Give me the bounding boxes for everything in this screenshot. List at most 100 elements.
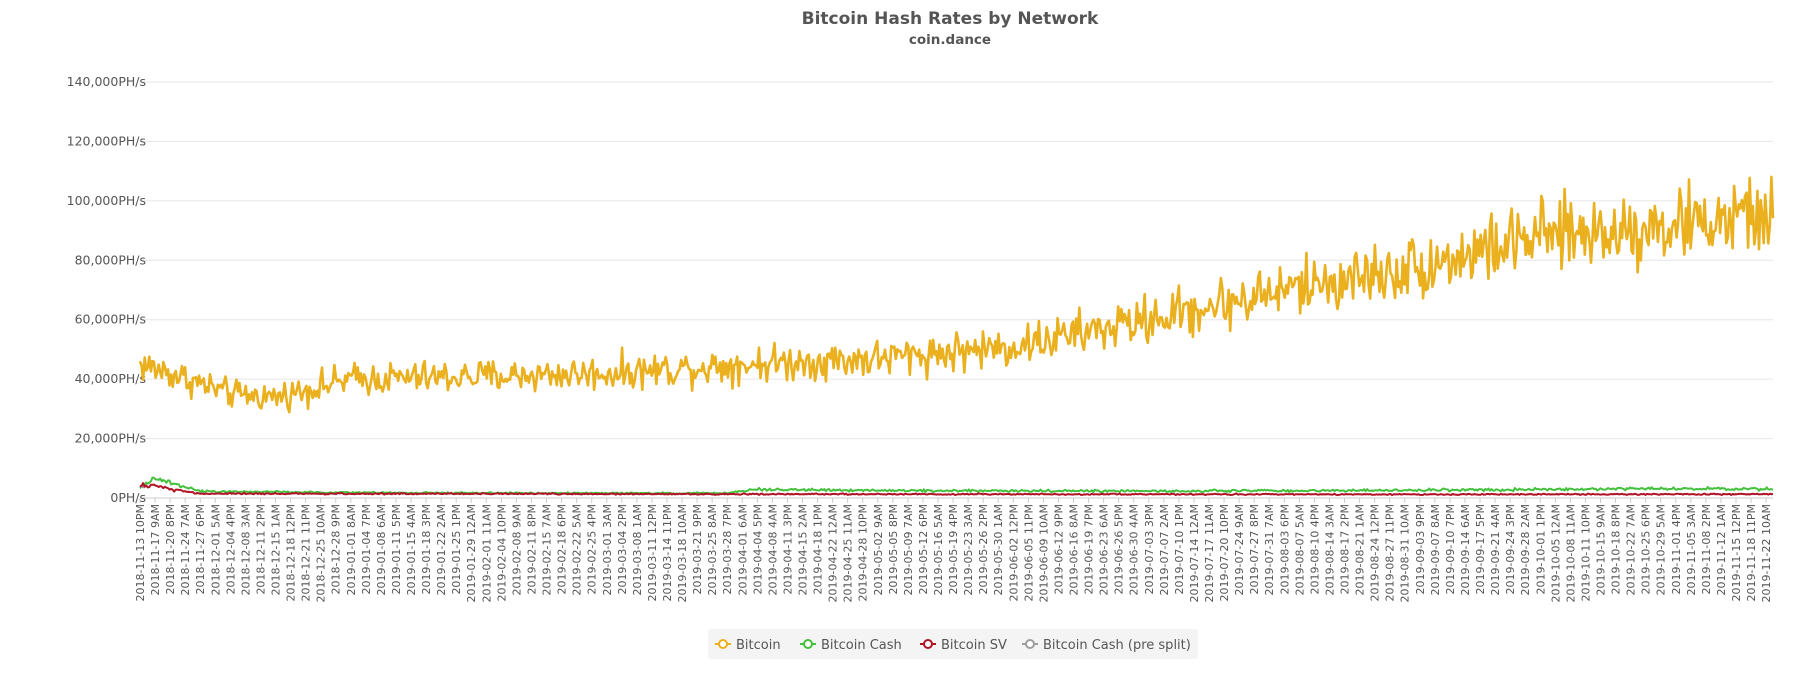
y-tick-label: 100,000PH/s [67, 193, 146, 208]
x-tick-label: 2019-10-08 11AM [1564, 504, 1577, 602]
x-tick-label: 2019-03-04 2PM [616, 504, 629, 595]
x-tick-label: 2019-09-10 7PM [1444, 504, 1457, 595]
x-tick-label: 2019-03-08 1AM [631, 504, 644, 595]
x-tick-label: 2019-08-10 4PM [1308, 504, 1321, 595]
x-tick-label: 2018-11-24 7AM [179, 504, 192, 595]
x-tick-label: 2019-07-14 12AM [1188, 504, 1201, 602]
x-tick-label: 2019-02-08 9AM [510, 504, 523, 595]
x-tick-label: 2019-02-15 7AM [541, 504, 554, 595]
x-tick-label: 2019-05-09 7AM [902, 504, 915, 595]
x-tick-label: 2019-10-18 8PM [1610, 504, 1623, 595]
x-tick-label: 2019-11-01 4PM [1670, 504, 1683, 595]
x-tick-label: 2019-04-08 4AM [766, 504, 779, 595]
y-tick-label: 20,000PH/s [75, 431, 146, 446]
x-tick-label: 2019-09-17 5PM [1474, 504, 1487, 595]
x-tick-label: 2018-12-21 11PM [300, 504, 313, 602]
x-tick-label: 2019-01-04 7PM [360, 504, 373, 595]
x-tick-label: 2019-08-14 3AM [1323, 504, 1336, 595]
x-tick-label: 2018-12-01 5AM [209, 504, 222, 595]
x-tick-label: 2019-06-05 11PM [1022, 504, 1035, 602]
x-tick-label: 2019-07-03 3PM [1143, 504, 1156, 595]
x-tick-label: 2019-09-24 3PM [1504, 504, 1517, 595]
x-tick-label: 2019-04-15 2AM [796, 504, 809, 595]
x-tick-label: 2018-12-28 9PM [330, 504, 343, 595]
x-tick-label: 2019-08-27 11PM [1384, 504, 1397, 602]
legend-marker-icon [718, 639, 728, 649]
x-tick-label: 2019-07-27 8PM [1248, 504, 1261, 595]
x-tick-label: 2019-11-22 10AM [1760, 504, 1773, 602]
x-tick-label: 2019-01-15 4AM [405, 504, 418, 595]
x-tick-label: 2019-01-22 2AM [435, 504, 448, 595]
x-tick-label: 2019-05-12 6PM [917, 504, 930, 595]
x-tick-label: 2018-12-18 12PM [285, 504, 298, 602]
x-tick-label: 2019-06-30 4AM [1128, 504, 1141, 595]
x-tick-label: 2019-01-25 1PM [450, 504, 463, 595]
y-tick-label: 80,000PH/s [75, 252, 146, 267]
x-tick-label: 2019-10-05 12AM [1549, 504, 1562, 602]
x-tick-label: 2019-03-01 3AM [601, 504, 614, 595]
x-tick-label: 2019-02-18 6PM [556, 504, 569, 595]
x-tick-label: 2019-02-22 5AM [571, 504, 584, 595]
x-tick-label: 2019-11-18 11PM [1745, 504, 1758, 602]
x-tick-label: 2019-05-05 8PM [887, 504, 900, 595]
legend-marker-icon [803, 639, 813, 649]
x-tick-label: 2019-07-17 11AM [1203, 504, 1216, 602]
x-tick-label: 2019-07-07 2AM [1158, 504, 1171, 595]
x-tick-label: 2019-04-25 11AM [842, 504, 855, 602]
x-tick-label: 2019-11-05 3AM [1685, 504, 1698, 595]
x-tick-label: 2019-10-01 1PM [1534, 504, 1547, 595]
x-tick-label: 2019-09-28 2AM [1519, 504, 1532, 595]
x-tick-label: 2019-07-24 9AM [1233, 504, 1246, 595]
y-tick-label: 0PH/s [110, 490, 146, 505]
x-tick-label: 2019-10-29 5AM [1655, 504, 1668, 595]
series-line-bitcoin-cash [139, 476, 1774, 496]
legend[interactable]: Bitcoin Bitcoin Cash Bitcoin SV Bitcoin Cas… [708, 629, 1198, 659]
x-tick-label: 2019-08-17 2PM [1339, 504, 1352, 595]
x-tick-label: 2019-01-11 5PM [390, 504, 403, 595]
x-tick-label: 2019-01-29 12AM [465, 504, 478, 602]
x-axis: 2018-11-13 10PM 2018-11-17 9AM 2018-11-20 … [134, 498, 1773, 602]
x-tick-label: 2019-08-24 12PM [1369, 504, 1382, 602]
x-tick-label: 2019-11-15 12PM [1730, 504, 1743, 602]
x-tick-label: 2019-04-04 5PM [751, 504, 764, 595]
legend-item[interactable]: Bitcoin Cash (pre split) [1022, 638, 1191, 653]
x-tick-label: 2018-11-27 6PM [194, 504, 207, 595]
legend-marker-icon [923, 639, 933, 649]
y-axis: 0PH/s 20,000PH/s 40,000PH/s 60,000PH/s 80,00… [67, 74, 146, 505]
legend-item[interactable]: Bitcoin [715, 638, 781, 653]
x-tick-label: 2019-05-16 5AM [932, 504, 945, 595]
chart-title: Bitcoin Hash Rates by Network [802, 9, 1099, 29]
legend-label: Bitcoin SV [941, 638, 1007, 653]
x-tick-label: 2019-06-26 5PM [1113, 504, 1126, 595]
x-tick-label: 2019-09-21 4AM [1489, 504, 1502, 595]
legend-item[interactable]: Bitcoin Cash [800, 638, 902, 653]
x-tick-label: 2018-11-13 10PM [134, 504, 147, 602]
x-tick-label: 2019-03-25 8AM [706, 504, 719, 595]
x-tick-label: 2019-10-22 7AM [1625, 504, 1638, 595]
plot-area [138, 175, 1775, 497]
x-tick-label: 2019-06-09 10AM [1037, 504, 1050, 602]
x-tick-label: 2019-04-01 6AM [736, 504, 749, 595]
x-tick-label: 2018-12-11 2PM [254, 504, 267, 595]
y-tick-label: 60,000PH/s [75, 312, 146, 327]
x-tick-label: 2018-11-20 8PM [164, 504, 177, 595]
x-tick-label: 2019-08-07 5AM [1293, 504, 1306, 595]
x-tick-label: 2019-05-26 2PM [977, 504, 990, 595]
legend-item[interactable]: Bitcoin SV [920, 638, 1007, 653]
x-tick-label: 2019-09-14 6AM [1459, 504, 1472, 595]
x-tick-label: 2018-12-25 10AM [315, 504, 328, 602]
x-tick-label: 2019-10-25 6PM [1640, 504, 1653, 595]
x-tick-label: 2019-05-19 4PM [947, 504, 960, 595]
x-tick-label: 2019-07-20 10PM [1218, 504, 1231, 602]
x-tick-label: 2019-02-01 11AM [480, 504, 493, 602]
grid-lines [140, 81, 1773, 499]
x-tick-label: 2018-12-15 1AM [270, 504, 283, 595]
x-tick-label: 2019-04-28 10PM [857, 504, 870, 602]
x-tick-label: 2019-07-10 1PM [1173, 504, 1186, 595]
x-tick-label: 2019-05-02 9AM [872, 504, 885, 595]
x-tick-label: 2019-06-23 6AM [1098, 504, 1111, 595]
x-tick-label: 2019-05-30 1AM [992, 504, 1005, 595]
legend-box [708, 629, 1198, 659]
x-tick-label: 2018-12-04 4PM [224, 504, 237, 595]
x-tick-label: 2019-08-21 1AM [1354, 504, 1367, 595]
